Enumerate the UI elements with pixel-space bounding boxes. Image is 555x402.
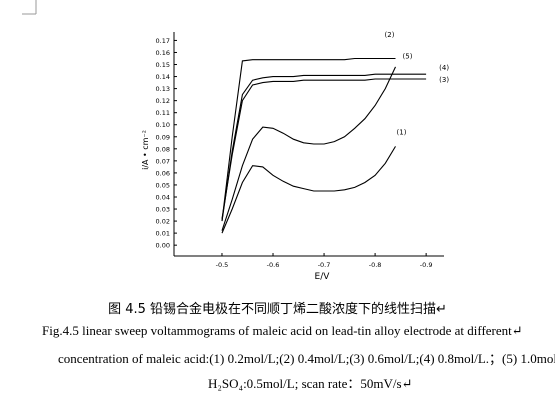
y-tick-label: 0.02: [156, 218, 170, 226]
y-tick-label: 0.12: [156, 97, 170, 105]
x-tick-label: -0.8: [369, 261, 382, 269]
series-label: (4): [439, 64, 449, 72]
x-axis-label: E/V: [315, 272, 331, 282]
series-label: (3): [439, 76, 449, 84]
series-label: (1): [397, 128, 407, 136]
x-tick-label: -0.6: [267, 261, 280, 269]
y-tick-label: 0.14: [156, 73, 170, 81]
y-tick-label: 0.16: [156, 49, 170, 57]
y-tick-label: 0.17: [156, 37, 170, 45]
series-label: (5): [403, 52, 413, 60]
series-label: (2): [385, 31, 395, 39]
y-tick-label: 0.10: [156, 121, 170, 129]
y-tick-label: 0.01: [156, 230, 170, 238]
caption-en-3: H₂SO₄:0.5mol/L; scan rate：50mV/s↵: [208, 376, 413, 391]
chart: E/V i/A • cm⁻² 0.00 0.01 0.02 0.03 0.04 0.05 0…: [22, 0, 449, 282]
series-line: [221, 66, 396, 231]
corner-mark: [22, 0, 37, 15]
caption-zh: 图 4.5 铅锡合金电极在不同顺丁烯二酸浓度下的线性扫描↵: [108, 302, 447, 317]
y-tick-label: 0.03: [156, 206, 170, 214]
series-line: [221, 146, 396, 234]
caption-en-2: concentration of maleic acid:(1) 0.2mol/…: [58, 351, 555, 366]
y-tick-label: 0.06: [156, 169, 170, 177]
x-tick-label: -0.5: [216, 261, 229, 269]
series-line: [221, 57, 396, 222]
x-tick-label: -0.9: [420, 261, 433, 269]
series-line: [221, 73, 427, 222]
series-line: [221, 78, 427, 219]
y-tick-label: 0.08: [156, 145, 170, 153]
x-tick-label: -0.7: [318, 261, 331, 269]
y-tick-label: 0.13: [156, 85, 170, 93]
y-tick-label: 0.15: [156, 61, 170, 69]
y-tick-label: 0.11: [156, 109, 170, 117]
y-tick-label: 0.04: [156, 193, 170, 201]
y-tick-label: 0.05: [156, 181, 170, 189]
caption-en-1: Fig.4.5 linear sweep voltammograms of ma…: [42, 323, 523, 338]
y-tick-label: 0.09: [156, 133, 170, 141]
y-tick-label: 0.00: [156, 242, 170, 250]
y-axis-label: i/A • cm⁻²: [141, 130, 150, 170]
y-tick-label: 0.07: [156, 157, 170, 165]
